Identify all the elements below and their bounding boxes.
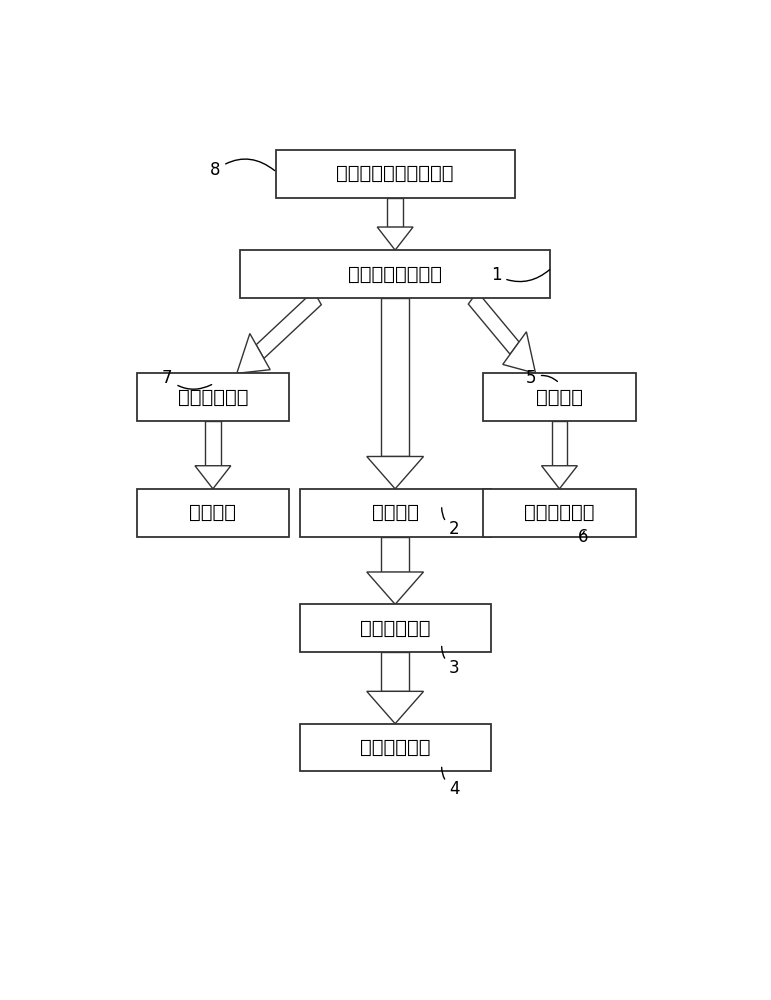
Bar [136,489,289,537]
Bar [483,373,635,421]
Text: 3: 3 [442,646,460,677]
Text: 7: 7 [162,369,211,389]
Text: 楼宇大门开关: 楼宇大门开关 [360,738,430,757]
Text: 住户大门预警控制装置: 住户大门预警控制装置 [336,164,454,183]
Text: 监控设备: 监控设备 [536,388,583,407]
Bar [483,489,635,537]
Polygon shape [237,334,270,373]
Bar [299,604,490,652]
Polygon shape [367,456,423,489]
Bar [276,150,514,198]
Bar [552,421,567,466]
Text: 6: 6 [577,528,588,546]
Bar [136,373,289,421]
Text: 住户手机: 住户手机 [190,503,237,522]
Text: 5: 5 [525,369,557,387]
Text: 4: 4 [442,767,460,798]
Bar [381,298,409,456]
Text: 住宅红外线探测器: 住宅红外线探测器 [348,264,442,284]
Text: 门禁控制系统: 门禁控制系统 [360,619,430,638]
Bar [240,250,550,298]
Text: 2: 2 [442,508,460,538]
Text: 8: 8 [210,159,274,179]
Polygon shape [541,466,577,489]
Bar [381,652,409,691]
Polygon shape [195,466,231,489]
Polygon shape [377,227,413,250]
Bar [299,489,490,537]
Bar [205,421,221,466]
Polygon shape [367,691,423,724]
Polygon shape [256,291,322,358]
Text: 1: 1 [491,266,550,284]
Text: 自动拨号设备: 自动拨号设备 [177,388,248,407]
Bar [381,537,409,572]
Bar [299,724,490,771]
Text: 视频显示设备: 视频显示设备 [524,503,594,522]
Polygon shape [503,332,536,373]
Text: 报警主机: 报警主机 [372,503,419,522]
Polygon shape [367,572,423,604]
Bar [387,198,403,227]
Polygon shape [468,292,519,354]
